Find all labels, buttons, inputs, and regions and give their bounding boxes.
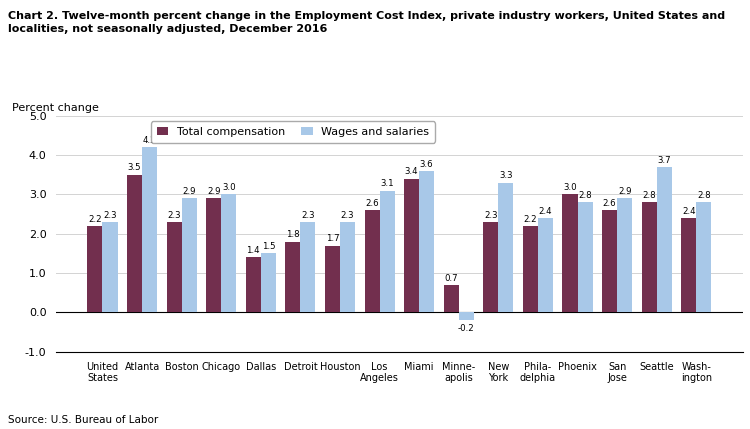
- Text: 2.3: 2.3: [167, 211, 181, 220]
- Text: 3.1: 3.1: [380, 179, 394, 188]
- Text: 2.8: 2.8: [697, 191, 710, 200]
- Bar: [88, 226, 103, 312]
- Bar: [578, 202, 592, 312]
- Text: 2.3: 2.3: [104, 211, 117, 220]
- Text: 4.2: 4.2: [142, 136, 157, 145]
- Bar: [483, 222, 498, 312]
- Text: 1.5: 1.5: [262, 242, 275, 251]
- Bar: [696, 202, 711, 312]
- Text: 1.4: 1.4: [247, 246, 260, 255]
- Text: Source: U.S. Bureau of Labor: Source: U.S. Bureau of Labor: [8, 415, 158, 425]
- Text: Chart 2. Twelve-month percent change in the Employment Cost Index, private indus: Chart 2. Twelve-month percent change in …: [8, 11, 724, 21]
- Bar: [562, 194, 578, 312]
- Text: 3.0: 3.0: [563, 183, 577, 192]
- Bar: [340, 222, 355, 312]
- Text: 0.7: 0.7: [445, 274, 458, 283]
- Bar: [246, 257, 261, 312]
- Text: 2.6: 2.6: [365, 199, 379, 208]
- Text: 1.8: 1.8: [286, 230, 300, 239]
- Bar: [325, 245, 340, 312]
- Bar: [301, 222, 316, 312]
- Bar: [142, 147, 157, 312]
- Bar: [617, 198, 632, 312]
- Text: 2.9: 2.9: [618, 187, 632, 196]
- Text: 3.0: 3.0: [222, 183, 236, 192]
- Bar: [103, 222, 118, 312]
- Bar: [602, 210, 617, 312]
- Bar: [657, 167, 672, 312]
- Bar: [459, 312, 474, 320]
- Text: 3.7: 3.7: [658, 156, 671, 165]
- Text: 2.8: 2.8: [642, 191, 656, 200]
- Bar: [404, 179, 419, 312]
- Text: 1.7: 1.7: [326, 234, 339, 243]
- Bar: [498, 183, 514, 312]
- Bar: [681, 218, 696, 312]
- Text: 2.4: 2.4: [682, 207, 695, 216]
- Text: 2.6: 2.6: [603, 199, 616, 208]
- Bar: [182, 198, 196, 312]
- Bar: [285, 242, 301, 312]
- Text: localities, not seasonally adjusted, December 2016: localities, not seasonally adjusted, Dec…: [8, 24, 327, 33]
- Text: 2.2: 2.2: [524, 214, 537, 224]
- Text: 2.4: 2.4: [538, 207, 552, 216]
- Bar: [261, 254, 276, 312]
- Text: 2.3: 2.3: [340, 211, 354, 220]
- Text: 2.3: 2.3: [484, 211, 498, 220]
- Bar: [523, 226, 538, 312]
- Text: 2.9: 2.9: [182, 187, 196, 196]
- Text: 2.3: 2.3: [301, 211, 315, 220]
- Text: 3.5: 3.5: [128, 163, 141, 172]
- Bar: [419, 171, 434, 312]
- Text: Percent change: Percent change: [12, 103, 98, 114]
- Bar: [127, 175, 142, 312]
- Bar: [166, 222, 182, 312]
- Bar: [538, 218, 553, 312]
- Bar: [364, 210, 380, 312]
- Bar: [380, 190, 394, 312]
- Bar: [642, 202, 657, 312]
- Bar: [444, 285, 459, 312]
- Text: 2.9: 2.9: [207, 187, 220, 196]
- Bar: [221, 194, 236, 312]
- Text: 3.4: 3.4: [405, 167, 418, 176]
- Text: 3.3: 3.3: [499, 171, 513, 180]
- Text: 2.8: 2.8: [578, 191, 592, 200]
- Bar: [206, 198, 221, 312]
- Text: 3.6: 3.6: [420, 160, 434, 169]
- Text: -0.2: -0.2: [458, 324, 475, 333]
- Text: 2.2: 2.2: [88, 214, 102, 224]
- Legend: Total compensation, Wages and salaries: Total compensation, Wages and salaries: [151, 121, 435, 142]
